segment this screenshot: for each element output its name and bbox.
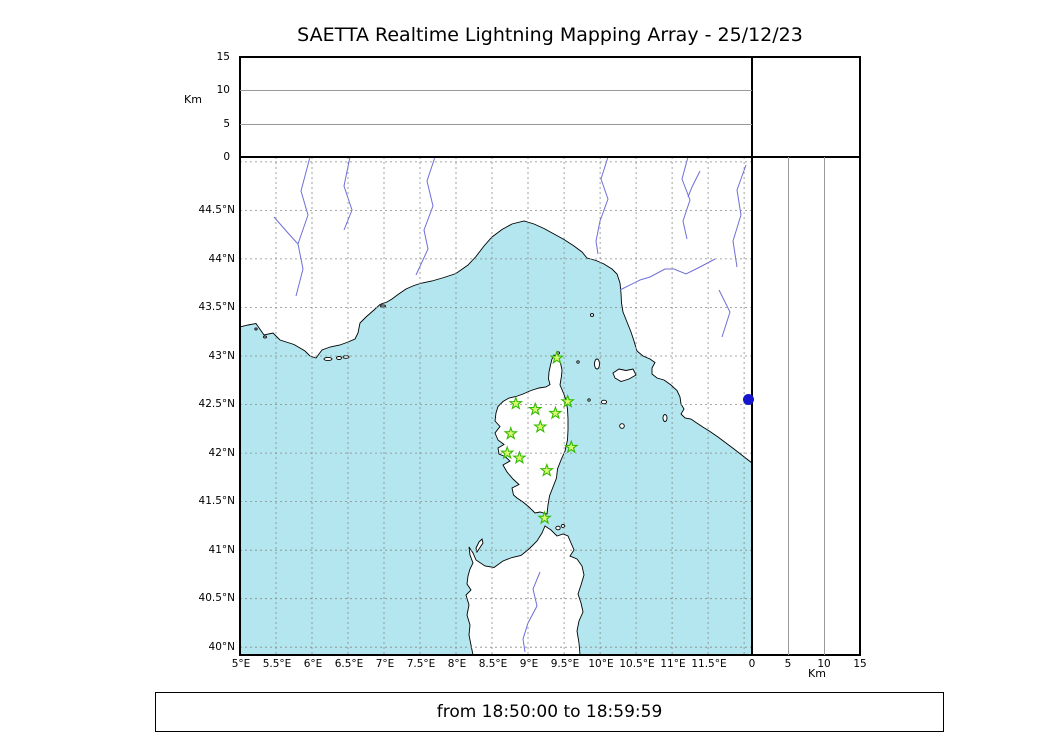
river (619, 258, 716, 291)
river (718, 289, 731, 338)
lon-tick-label: 8.5°E (478, 658, 508, 670)
island-maddalena (555, 525, 561, 531)
alt-gridline (240, 123, 752, 125)
land-mainland (240, 157, 752, 464)
lon-tick-label: 5°E (231, 658, 251, 670)
lon-tick-label: 10.5°E (619, 658, 655, 670)
alt-tick-label: 15 (216, 51, 230, 63)
map-grid-layer (240, 157, 752, 655)
lat-tick-label: 44°N (208, 253, 235, 265)
river (687, 170, 701, 198)
alt-tick-label: 0 (223, 151, 230, 163)
river (595, 157, 609, 255)
lon-tick-label: 11°E (660, 658, 686, 670)
lon-tick-label: 7.5°E (406, 658, 436, 670)
lat-tick-label: 41°N (208, 544, 235, 556)
station-marker (508, 395, 524, 410)
island-caprera (560, 524, 566, 528)
alt-tick-label: 5 (784, 658, 792, 670)
station-marker (512, 450, 527, 465)
alt-tick-label: 15 (853, 658, 867, 670)
station-marker (539, 462, 555, 477)
corner-panel (752, 57, 860, 157)
station-marker (499, 445, 515, 460)
altitude-axis-label: Km (808, 667, 826, 680)
lon-tick-label: 10°E (588, 658, 614, 670)
lat-tick-label: 41.5°N (198, 495, 235, 507)
lon-tick-label: 8°E (447, 658, 467, 670)
station-marker (548, 405, 563, 420)
lon-tick-label: 9°E (519, 658, 539, 670)
island-porquerolles (323, 356, 333, 362)
frame-line (858, 55, 862, 657)
river (273, 216, 299, 245)
alt-tick-label: 10 (216, 84, 230, 96)
station-marker (563, 439, 579, 454)
lon-tick-label: 11.5°E (691, 658, 727, 670)
island-lerins (380, 304, 386, 308)
altitude-longitude-panel (240, 57, 752, 157)
lat-tick-label: 40.5°N (198, 592, 235, 604)
lat-tick-label: 42°N (208, 447, 235, 459)
lat-tick-label: 40°N (208, 641, 235, 653)
islet (263, 335, 267, 339)
altitude-axis-label: Km (184, 93, 202, 106)
figure-title: SAETTA Realtime Lightning Mapping Array … (297, 24, 803, 46)
island-giglio (662, 414, 668, 422)
station-marker (560, 393, 576, 408)
lon-tick-label: 5.5°E (262, 658, 292, 670)
islet (587, 398, 591, 402)
lon-tick-label: 6.5°E (334, 658, 364, 670)
station-marker (503, 426, 519, 440)
frame-line (750, 55, 754, 657)
island-capraia (594, 358, 600, 370)
alt-tick-label: 10 (817, 658, 831, 670)
time-range-box: from 18:50:00 to 18:59:59 (155, 692, 944, 732)
lightning-source-dot (742, 394, 754, 406)
alt-tick-label: 0 (748, 658, 756, 670)
lon-tick-label: 7°E (375, 658, 395, 670)
frame-line (238, 155, 862, 159)
island-asinara (475, 538, 484, 554)
alt-gridline (824, 157, 825, 655)
lat-tick-label: 42.5°N (198, 398, 235, 410)
land-sardinia (465, 525, 585, 655)
alt-tick-label: 5 (223, 118, 230, 130)
lat-tick-label: 43.5°N (198, 301, 235, 313)
river (522, 571, 541, 653)
station-marker (549, 350, 565, 365)
island-pianosa (600, 399, 608, 405)
altitude-latitude-panel (752, 157, 860, 655)
alt-gridline (240, 90, 752, 92)
frame-line (238, 653, 862, 657)
island-port-cros (336, 356, 342, 360)
river (415, 157, 436, 276)
river (295, 157, 311, 297)
river (681, 157, 691, 240)
station-marker (537, 510, 552, 525)
island-gorgona (589, 313, 595, 317)
stations-layer (499, 350, 579, 525)
islet (576, 360, 580, 364)
islet (254, 327, 258, 331)
map-panel (240, 157, 752, 655)
river (732, 164, 747, 268)
island-montecristo (619, 423, 625, 429)
lat-tick-label: 44.5°N (198, 204, 235, 216)
lon-tick-label: 9.5°E (550, 658, 580, 670)
alt-gridline (788, 157, 789, 655)
lon-tick-label: 6°E (303, 658, 323, 670)
time-range-text: from 18:50:00 to 18:59:59 (436, 702, 663, 722)
frame-line (238, 55, 242, 657)
station-marker (527, 401, 543, 416)
island-elba (612, 368, 637, 382)
station-marker (533, 419, 548, 434)
frame-line (238, 55, 862, 59)
lat-tick-label: 43°N (208, 350, 235, 362)
